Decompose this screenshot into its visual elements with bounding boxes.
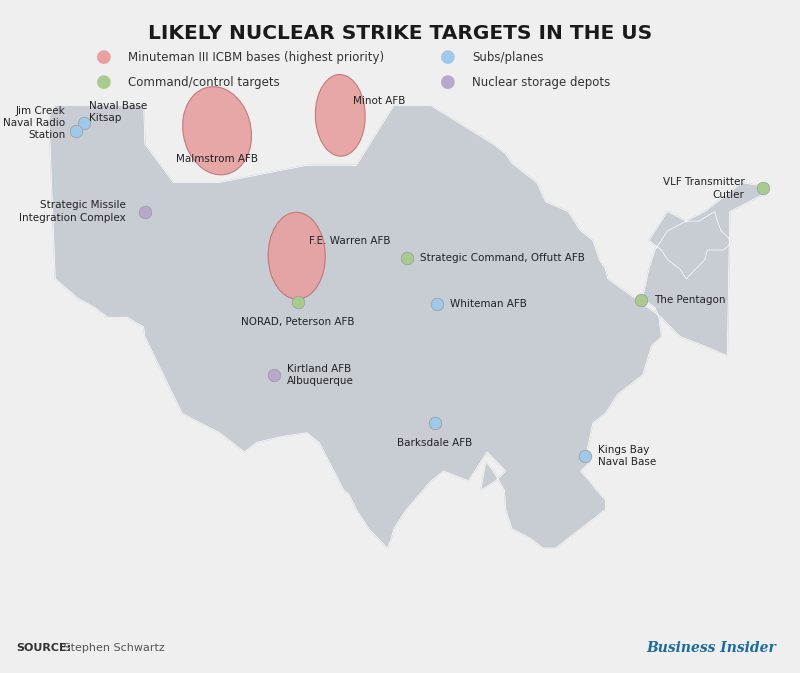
Text: ●: ● xyxy=(440,73,456,91)
Text: Strategic Missile
Integration Complex: Strategic Missile Integration Complex xyxy=(19,201,126,223)
Polygon shape xyxy=(49,106,767,548)
Text: SOURCE:: SOURCE: xyxy=(16,643,71,653)
Text: The Pentagon: The Pentagon xyxy=(654,295,726,305)
Text: Barksdale AFB: Barksdale AFB xyxy=(398,438,473,448)
Text: Subs/planes: Subs/planes xyxy=(472,50,543,64)
Text: Jim Creek
Naval Radio
Station: Jim Creek Naval Radio Station xyxy=(3,106,66,141)
Text: ●: ● xyxy=(96,73,112,91)
Text: ●: ● xyxy=(96,48,112,66)
Text: Whiteman AFB: Whiteman AFB xyxy=(450,299,526,309)
Text: Malmstrom AFB: Malmstrom AFB xyxy=(176,154,258,164)
Text: VLF Transmitter
Cutler: VLF Transmitter Cutler xyxy=(663,177,745,200)
Text: Minuteman III ICBM bases (highest priority): Minuteman III ICBM bases (highest priori… xyxy=(128,50,384,64)
Text: Kirtland AFB
Albuquerque: Kirtland AFB Albuquerque xyxy=(286,364,354,386)
Text: NORAD, Peterson AFB: NORAD, Peterson AFB xyxy=(242,317,354,327)
Text: Nuclear storage depots: Nuclear storage depots xyxy=(472,75,610,89)
Ellipse shape xyxy=(182,87,251,175)
Text: Kings Bay
Naval Base: Kings Bay Naval Base xyxy=(598,445,656,467)
Text: ●: ● xyxy=(440,48,456,66)
Text: Stephen Schwartz: Stephen Schwartz xyxy=(60,643,165,653)
Text: Minot AFB: Minot AFB xyxy=(353,96,405,106)
Text: Naval Base
Kitsap: Naval Base Kitsap xyxy=(89,101,147,123)
Text: Business Insider: Business Insider xyxy=(646,641,776,655)
Text: LIKELY NUCLEAR STRIKE TARGETS IN THE US: LIKELY NUCLEAR STRIKE TARGETS IN THE US xyxy=(148,24,652,42)
Ellipse shape xyxy=(315,75,366,156)
Text: Strategic Command, Offutt AFB: Strategic Command, Offutt AFB xyxy=(420,252,585,262)
Ellipse shape xyxy=(268,213,326,299)
Text: F.E. Warren AFB: F.E. Warren AFB xyxy=(309,236,390,246)
Text: Command/control targets: Command/control targets xyxy=(128,75,280,89)
